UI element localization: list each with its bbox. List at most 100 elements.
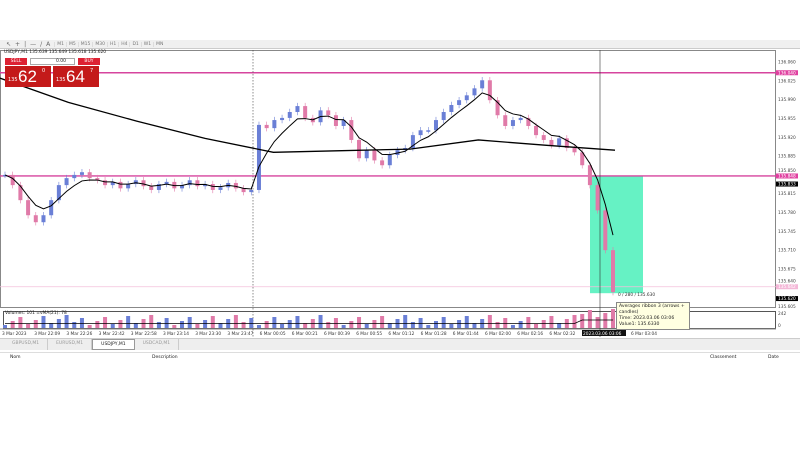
vertical-line-icon[interactable]: | [24,40,27,48]
price-tick-label: 135.955 [778,116,796,122]
volume-bar [256,325,261,328]
price-marker-label: 135.833 [778,182,796,188]
volume-bar [195,324,200,328]
sell-price[interactable]: 135 62 0 [5,66,51,87]
volume-bar [549,316,554,328]
candle [326,110,331,116]
time-tick-label: 3 Mar 22:26 [66,331,92,337]
volume-bar [472,323,477,328]
candle [557,138,562,146]
price-marker [776,284,798,290]
price-tick-label: 135.885 [778,154,796,160]
candle [449,105,454,112]
volume-bar [510,325,515,328]
volume-bar [18,317,23,328]
volume-bar [441,317,446,328]
col-name[interactable]: Nom [10,355,21,360]
price-marker-label: 135.642 [778,284,796,290]
candle [287,112,292,118]
price-chart[interactable]: 136.040 135.848 135.833 135.642 135.620 136.0… [0,50,800,340]
timeframe-m1[interactable]: M1 [54,41,66,47]
volume-bar [526,317,531,328]
volume-bar [433,321,438,328]
buy-button[interactable]: BUY [78,58,100,65]
timeframe-m5[interactable]: M5 [65,41,78,47]
candle [410,135,415,149]
tooltip-line: Value1: 135.6330 [619,322,660,327]
crosshair-icon[interactable]: + [15,40,21,48]
timeframe-d1[interactable]: D1 [129,41,140,47]
volume-bar [449,324,454,328]
volume-bar [156,322,161,328]
time-tick-label: 6 Mar 00:55 [356,331,382,337]
fast-moving-average [4,92,614,236]
sell-button[interactable]: SELL [5,58,27,65]
lot-size-input[interactable]: 0.00 [30,58,75,65]
candle [603,210,608,251]
candle [541,135,546,140]
timeframe-h4[interactable]: H4 [118,41,129,47]
col-date[interactable]: Date [768,355,779,360]
tab-usdcad-m1[interactable]: USDCAD,M1 [135,339,180,350]
tab-eurusd-m1[interactable]: EURUSD,M1 [48,339,93,350]
candle [233,182,238,189]
volume-bar [387,323,392,328]
col-description[interactable]: Description [152,355,178,360]
candle [441,112,446,121]
timeframe-w1[interactable]: W1 [140,41,153,47]
candle [118,181,123,189]
volume-bar [203,320,208,328]
buy-price-prefix: 135 [56,77,66,83]
price-marker [776,173,798,179]
volume-bar [72,322,77,328]
price-tick-label: 135.815 [778,191,796,197]
sell-price-prefix: 135 [8,77,18,83]
price-tick-label: 135.640 [778,279,796,285]
volume-bar [287,320,292,328]
volume-bar [518,321,523,328]
buy-price[interactable]: 135 64 7 [53,66,99,87]
price-tick-label: 135.710 [778,248,796,254]
col-rank[interactable]: Classement [710,355,737,360]
volume-bar [557,323,562,328]
candle [41,215,46,223]
volume-bar [210,316,215,328]
timeframe-m15[interactable]: M15 [77,41,93,47]
candle [280,117,285,121]
volume-bar [572,315,577,328]
price-tick-label: 135.745 [778,229,796,235]
price-marker [776,296,798,302]
timeframe-mn[interactable]: MN [153,41,165,47]
volume-bar [587,310,592,328]
price-tick-label: 135.850 [778,168,796,174]
volume-bar [541,320,546,328]
candle [164,181,169,185]
timeframe-m30[interactable]: M30 [92,41,107,47]
timeframe-h1[interactable]: H1 [106,41,118,47]
price-tick-label: 136.025 [778,78,796,84]
volume-bar [180,321,185,328]
trendline-icon[interactable]: / [40,40,43,48]
time-tick-label: 6 Mar 00:21 [292,331,318,337]
volume-bar [295,316,300,328]
candle [510,120,515,126]
tab-gbpusd-m1[interactable]: GBPUSD,M1 [4,339,49,350]
candle [534,125,539,136]
time-tick-label: 3 Mar 23:14 [163,331,189,337]
volume-bar [149,315,154,328]
volume-bar [241,322,246,328]
volume-bar [495,322,500,328]
candle [480,80,485,89]
candle [387,155,392,166]
volume-bar [249,318,254,328]
tab-usdjpy-m1[interactable]: USDJPY,M1 [92,339,135,350]
volume-bar [534,324,539,328]
horizontal-line-icon[interactable]: — [30,40,37,48]
volume-bar [103,317,108,328]
volume-bar [33,320,38,328]
candle [256,124,261,190]
toolbar: ↖ + | — / A M1 M5 M15 M30 H1 H4 D1 W1 MN [0,40,800,49]
candle [95,178,100,181]
cursor-icon[interactable]: ↖ [6,40,12,48]
text-icon[interactable]: A [46,40,51,48]
